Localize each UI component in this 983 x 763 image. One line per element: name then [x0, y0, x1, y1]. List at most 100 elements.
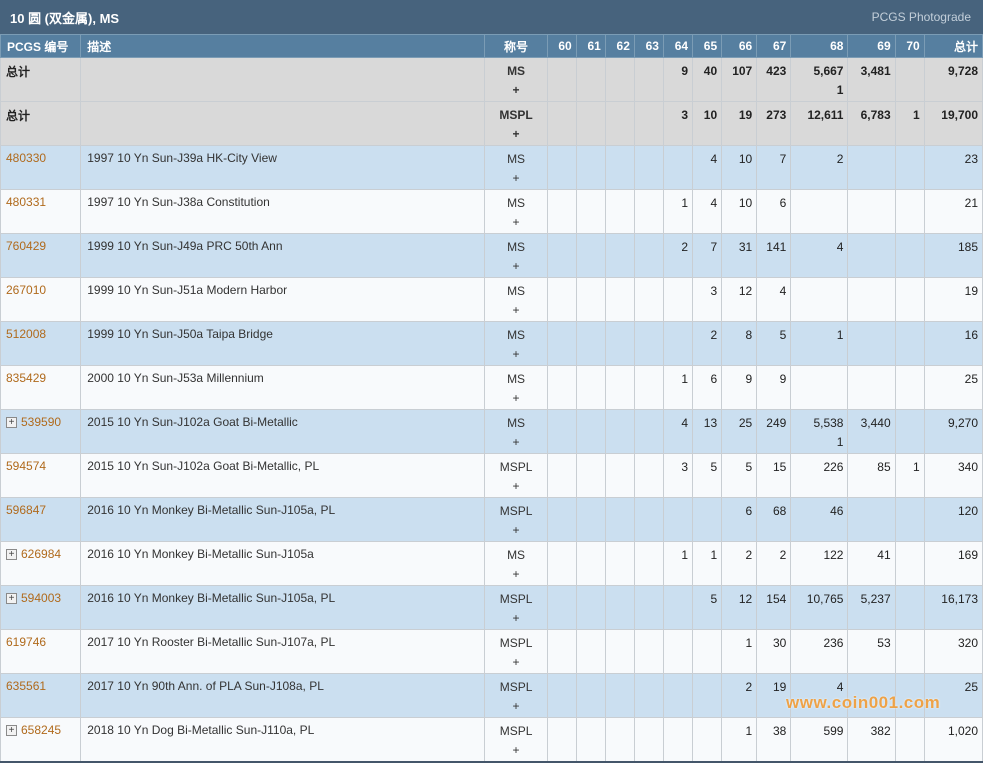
grade-70-count	[894, 497, 925, 542]
pcgs-number-cell: 619746	[0, 629, 82, 674]
designation: MS +	[484, 57, 548, 102]
pcgs-number-cell: +594003	[0, 585, 82, 630]
pcgs-number-link[interactable]: 596847	[6, 503, 47, 517]
coin-description	[80, 57, 486, 102]
grade-62-count	[604, 629, 635, 674]
expand-icon[interactable]: +	[6, 549, 17, 560]
designation: MSPL +	[484, 585, 548, 630]
grade-67-count: 15	[756, 453, 792, 498]
pcgs-number-link[interactable]: 267010	[6, 283, 47, 297]
pcgs-number-cell: 594574	[0, 453, 82, 498]
grade-61-count	[575, 497, 606, 542]
grade-68-count: 4	[790, 673, 849, 718]
grade-60-count	[546, 453, 577, 498]
total-count: 16,173	[923, 585, 983, 630]
grade-63-count	[633, 541, 664, 586]
grade-60-count	[546, 497, 577, 542]
designation: MS +	[484, 541, 548, 586]
grade-70-count	[894, 629, 925, 674]
grade-70-count	[894, 717, 925, 763]
designation: MSPL +	[484, 717, 548, 763]
designation: MSPL +	[484, 629, 548, 674]
pcgs-number-link[interactable]: 835429	[6, 371, 47, 385]
pcgs-number-link[interactable]: 635561	[6, 679, 47, 693]
pcgs-number-link[interactable]: 619746	[6, 635, 47, 649]
pcgs-number-link[interactable]: 512008	[6, 327, 47, 341]
pcgs-number-link[interactable]: 539590	[21, 415, 62, 429]
grade-65-count: 4	[692, 189, 723, 234]
grade-68-count	[790, 277, 849, 322]
grade-69-count: 85	[847, 453, 896, 498]
grade-66-count: 8	[721, 321, 758, 366]
grade-69-count	[847, 321, 896, 366]
grade-67-count: 154	[756, 585, 792, 630]
table-row: +658245 2018 10 Yn Dog Bi-Metallic Sun-J1…	[0, 717, 983, 763]
designation: MSPL +	[484, 101, 548, 146]
table-row: +626984 2016 10 Yn Monkey Bi-Metallic Sun…	[0, 541, 983, 586]
grade-63-count	[633, 365, 664, 410]
grade-62-count	[604, 717, 635, 763]
grade-66-count: 10	[721, 145, 758, 190]
grade-62-count	[604, 497, 635, 542]
grade-64-count: 4	[662, 409, 694, 454]
expand-icon[interactable]: +	[6, 417, 17, 428]
coin-description: 2015 10 Yn Sun-J102a Goat Bi-Metallic	[80, 409, 486, 454]
pcgs-number-link[interactable]: 760429	[6, 239, 47, 253]
designation: MSPL +	[484, 673, 548, 718]
grade-67-count: 423	[756, 57, 792, 102]
grade-63-count	[633, 145, 664, 190]
grade-61-count	[575, 57, 606, 102]
designation: MS +	[484, 409, 548, 454]
grade-60-count	[546, 101, 577, 146]
grade-63-count	[633, 189, 664, 234]
grade-68-count: 12,611	[790, 101, 849, 146]
grade-67-count: 38	[756, 717, 792, 763]
grade-66-count: 107	[721, 57, 758, 102]
column-header-63: 63	[633, 34, 664, 58]
grade-60-count	[546, 57, 577, 102]
coin-description: 1997 10 Yn Sun-J38a Constitution	[80, 189, 486, 234]
total-count: 23	[923, 145, 983, 190]
pcgs-number-cell: 总计	[0, 57, 82, 102]
grade-61-count	[575, 365, 606, 410]
grade-69-count: 382	[847, 717, 896, 763]
grade-69-count	[847, 277, 896, 322]
grade-70-count	[894, 189, 925, 234]
grade-67-count: 273	[756, 101, 792, 146]
grade-66-count: 10	[721, 189, 758, 234]
grade-66-count: 25	[721, 409, 758, 454]
grade-68-count: 236	[790, 629, 849, 674]
coin-description: 2017 10 Yn Rooster Bi-Metallic Sun-J107a…	[80, 629, 486, 674]
designation: MSPL +	[484, 453, 548, 498]
grade-60-count	[546, 145, 577, 190]
grade-60-count	[546, 277, 577, 322]
grade-65-count: 6	[692, 365, 723, 410]
coin-description: 2018 10 Yn Dog Bi-Metallic Sun-J110a, PL	[80, 717, 486, 763]
coin-description: 1999 10 Yn Sun-J50a Taipa Bridge	[80, 321, 486, 366]
table-row: 267010 1999 10 Yn Sun-J51a Modern Harbor M…	[0, 277, 983, 322]
pcgs-number-link[interactable]: 594574	[6, 459, 47, 473]
expand-icon[interactable]: +	[6, 593, 17, 604]
grade-66-count: 2	[721, 673, 758, 718]
table-row: 760429 1999 10 Yn Sun-J49a PRC 50th Ann MS…	[0, 233, 983, 278]
pcgs-number-cell: +658245	[0, 717, 82, 763]
grade-70-count	[894, 585, 925, 630]
table-row: +594003 2016 10 Yn Monkey Bi-Metallic Sun…	[0, 585, 983, 630]
column-header-total: 总计	[923, 34, 983, 58]
pcgs-number-cell: +539590	[0, 409, 82, 454]
pcgs-number-link[interactable]: 626984	[21, 547, 62, 561]
coin-description	[80, 101, 486, 146]
grade-66-count: 31	[721, 233, 758, 278]
table-row: 512008 1999 10 Yn Sun-J50a Taipa Bridge MS…	[0, 321, 983, 366]
grade-64-count: 1	[662, 189, 694, 234]
pcgs-number-link[interactable]: 480331	[6, 195, 47, 209]
column-header-67: 67	[756, 34, 792, 58]
pcgs-number-link[interactable]: 594003	[21, 591, 62, 605]
pcgs-number-link[interactable]: 658245	[21, 723, 62, 737]
population-table: PCGS 编号 描述 称号 60 61 62 63 64 65 66 67 68 69 70 总计 总计 MS…	[0, 34, 983, 763]
pcgs-number-link[interactable]: 480330	[6, 151, 47, 165]
grade-68-count: 226	[790, 453, 849, 498]
grade-70-count: 1	[894, 453, 925, 498]
grade-63-count	[633, 497, 664, 542]
photograde-link[interactable]: PCGS Photograde	[871, 10, 971, 24]
